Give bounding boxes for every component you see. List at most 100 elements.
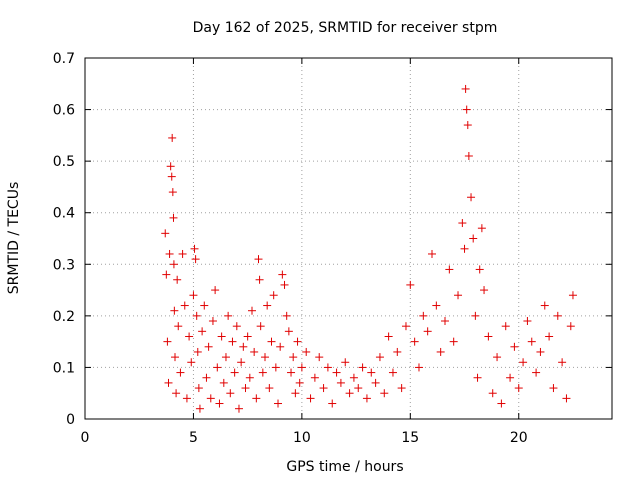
data-point xyxy=(226,389,235,398)
data-point xyxy=(484,332,493,341)
data-point xyxy=(208,317,217,326)
data-point xyxy=(278,270,287,279)
data-point xyxy=(345,389,354,398)
data-point xyxy=(221,353,230,362)
x-axis-label: GPS time / hours xyxy=(286,459,403,475)
data-point xyxy=(475,265,484,274)
data-point xyxy=(332,368,341,377)
plot-frame xyxy=(84,57,613,420)
data-point xyxy=(161,229,170,238)
data-point xyxy=(185,332,194,341)
data-point xyxy=(261,353,270,362)
data-point xyxy=(562,394,571,403)
data-point xyxy=(284,327,293,336)
data-point xyxy=(477,224,486,233)
data-point xyxy=(247,306,256,315)
data-point xyxy=(232,322,241,331)
axis-ticks: 0 0.1 0.2 0.3 0.4 0.5 0.6 0.7 0 5 10 15 20 xyxy=(53,51,612,446)
data-point xyxy=(454,291,463,300)
data-point xyxy=(178,249,187,258)
x-tick-label: 15 xyxy=(401,430,419,446)
data-point xyxy=(323,363,332,372)
data-point xyxy=(265,384,274,393)
data-point xyxy=(319,384,328,393)
data-point xyxy=(297,363,306,372)
data-point xyxy=(202,373,211,382)
data-point xyxy=(471,311,480,320)
data-point xyxy=(230,368,239,377)
data-point xyxy=(255,275,264,284)
data-point xyxy=(206,394,215,403)
data-point xyxy=(295,378,304,387)
data-point xyxy=(458,219,467,228)
data-point xyxy=(558,358,567,367)
data-point xyxy=(462,105,471,114)
y-tick-label: 0 xyxy=(66,412,75,428)
data-point xyxy=(362,394,371,403)
data-point xyxy=(204,342,213,351)
data-point xyxy=(241,384,250,393)
data-point xyxy=(501,322,510,331)
data-point xyxy=(553,311,562,320)
data-point xyxy=(410,337,419,346)
data-point xyxy=(162,270,171,279)
data-point xyxy=(237,358,246,367)
x-tick-label: 5 xyxy=(189,430,198,446)
data-point xyxy=(289,353,298,362)
data-point xyxy=(213,363,222,372)
data-point xyxy=(173,275,182,284)
data-point xyxy=(469,234,478,243)
data-point xyxy=(224,311,233,320)
data-point xyxy=(171,353,180,362)
data-point xyxy=(545,332,554,341)
data-point xyxy=(280,280,289,289)
data-point xyxy=(367,368,376,377)
data-point xyxy=(388,368,397,377)
data-point xyxy=(234,404,243,413)
data-point xyxy=(228,337,237,346)
data-point xyxy=(190,244,199,253)
data-point xyxy=(380,389,389,398)
data-point xyxy=(310,373,319,382)
chart-title: Day 162 of 2025, SRMTID for receiver stp… xyxy=(193,20,498,36)
data-point xyxy=(354,384,363,393)
data-point xyxy=(172,389,181,398)
data-point xyxy=(254,255,263,264)
data-point xyxy=(397,384,406,393)
data-point xyxy=(306,394,315,403)
data-point xyxy=(371,378,380,387)
data-point xyxy=(174,322,183,331)
y-tick-label: 0.5 xyxy=(53,154,75,170)
data-point xyxy=(191,255,200,264)
data-point xyxy=(271,363,280,372)
data-point xyxy=(256,322,265,331)
data-point xyxy=(414,363,423,372)
data-point xyxy=(445,265,454,274)
data-point xyxy=(211,286,220,295)
data-point xyxy=(267,337,276,346)
data-point xyxy=(166,162,175,171)
data-point xyxy=(328,399,337,408)
data-point xyxy=(423,327,432,336)
data-point xyxy=(258,368,267,377)
data-point xyxy=(164,378,173,387)
data-point xyxy=(419,311,428,320)
data-point xyxy=(480,286,489,295)
grid-lines xyxy=(85,58,612,419)
data-point xyxy=(215,399,224,408)
data-point xyxy=(180,301,189,310)
data-point xyxy=(170,306,179,315)
data-point xyxy=(182,394,191,403)
data-point xyxy=(375,353,384,362)
data-point xyxy=(217,332,226,341)
data-point xyxy=(176,368,185,377)
data-point xyxy=(497,399,506,408)
data-point xyxy=(532,368,541,377)
data-point xyxy=(291,389,300,398)
data-point xyxy=(245,373,254,382)
data-point xyxy=(336,378,345,387)
data-point xyxy=(195,404,204,413)
data-point xyxy=(252,394,261,403)
data-point xyxy=(276,342,285,351)
data-point xyxy=(315,353,324,362)
